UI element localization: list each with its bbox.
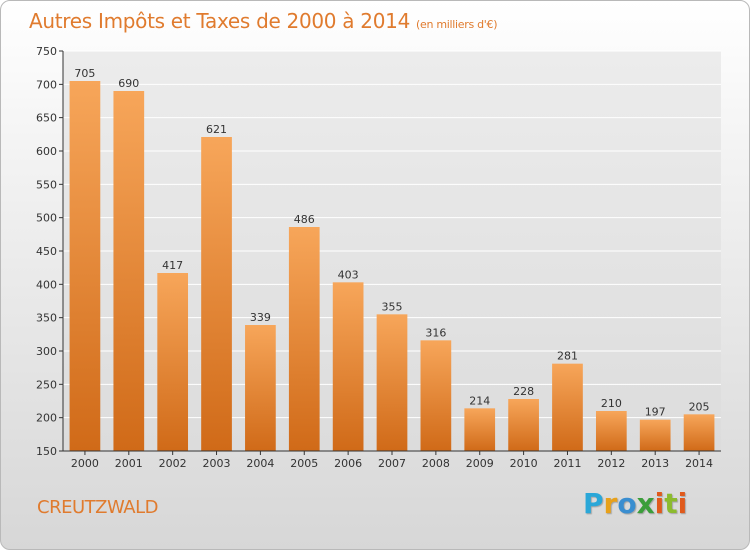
x-tick-label: 2009: [466, 457, 494, 470]
logo-letter: t: [664, 487, 678, 520]
chart-title-text: Autres Impôts et Taxes de 2000 à 2014: [29, 9, 410, 33]
y-tick-label: 700: [36, 78, 57, 91]
proxiti-logo: Proxiti: [583, 487, 687, 520]
bar-value-label: 281: [557, 350, 578, 363]
logo-letter: i: [677, 487, 688, 520]
bar: [683, 414, 715, 451]
y-tick-label: 650: [36, 112, 57, 125]
bar-value-label: 316: [425, 326, 446, 339]
y-tick-label: 750: [36, 45, 57, 58]
bar: [464, 408, 496, 451]
y-tick-label: 400: [36, 278, 57, 291]
x-tick-label: 2010: [510, 457, 538, 470]
bar-value-label: 621: [206, 123, 227, 136]
bar-value-label: 355: [382, 300, 403, 313]
x-tick-label: 2013: [641, 457, 669, 470]
bar-value-label: 403: [338, 268, 359, 281]
bar: [69, 81, 101, 451]
y-tick-label: 450: [36, 245, 57, 258]
y-tick-label: 600: [36, 145, 57, 158]
bar: [552, 363, 583, 451]
y-tick-label: 150: [36, 445, 57, 458]
bar-value-label: 210: [601, 397, 622, 410]
bar: [508, 399, 539, 451]
bar-value-label: 214: [469, 394, 490, 407]
y-tick-label: 300: [36, 345, 57, 358]
y-tick-label: 500: [36, 212, 57, 225]
x-tick-label: 2000: [71, 457, 99, 470]
logo-letter: r: [603, 487, 618, 520]
x-tick-label: 2004: [246, 457, 274, 470]
x-tick-label: 2014: [685, 457, 713, 470]
x-tick-label: 2003: [203, 457, 231, 470]
bar: [245, 325, 276, 451]
bar-value-label: 339: [250, 311, 271, 324]
x-tick-label: 2006: [334, 457, 362, 470]
bar: [157, 273, 189, 451]
bar-value-label: 205: [689, 400, 710, 413]
y-tick-label: 200: [36, 412, 57, 425]
bar-value-label: 705: [74, 67, 95, 80]
bar-value-label: 197: [645, 406, 666, 419]
x-tick-label: 2007: [378, 457, 406, 470]
x-tick-label: 2001: [115, 457, 143, 470]
y-tick-label: 250: [36, 378, 57, 391]
y-tick-label: 550: [36, 178, 57, 191]
chart-subtitle: (en milliers d'€): [416, 18, 498, 31]
bar-value-label: 417: [162, 259, 183, 272]
bar: [332, 282, 364, 451]
bar: [420, 340, 452, 451]
commune-name: CREUTZWALD: [37, 497, 158, 518]
bar: [639, 419, 671, 451]
x-tick-label: 2011: [553, 457, 581, 470]
bar: [376, 314, 408, 451]
logo-letter: i: [654, 487, 665, 520]
bar-value-label: 690: [118, 77, 139, 90]
bar: [113, 91, 145, 451]
bar: [595, 411, 627, 451]
bar: [201, 137, 232, 451]
bar: [288, 227, 320, 451]
logo-letter: x: [636, 487, 655, 520]
y-tick-label: 350: [36, 312, 57, 325]
axis-layer: 150 200 250 300 350 400 450 500 550 600 650 700 750 2…: [36, 45, 721, 470]
x-tick-label: 2008: [422, 457, 450, 470]
x-tick-label: 2012: [597, 457, 625, 470]
bar-value-label: 228: [513, 385, 534, 398]
bar-value-label: 486: [294, 213, 315, 226]
x-tick-label: 2005: [290, 457, 318, 470]
logo-letter: P: [583, 487, 604, 520]
logo-letter: o: [617, 487, 637, 520]
x-tick-label: 2002: [159, 457, 187, 470]
chart-title: Autres Impôts et Taxes de 2000 à 2014 (en…: [29, 9, 497, 33]
bars-layer: 705 690 417 621 339 486 403 355 316 214 228 281 210 1…: [69, 67, 715, 451]
